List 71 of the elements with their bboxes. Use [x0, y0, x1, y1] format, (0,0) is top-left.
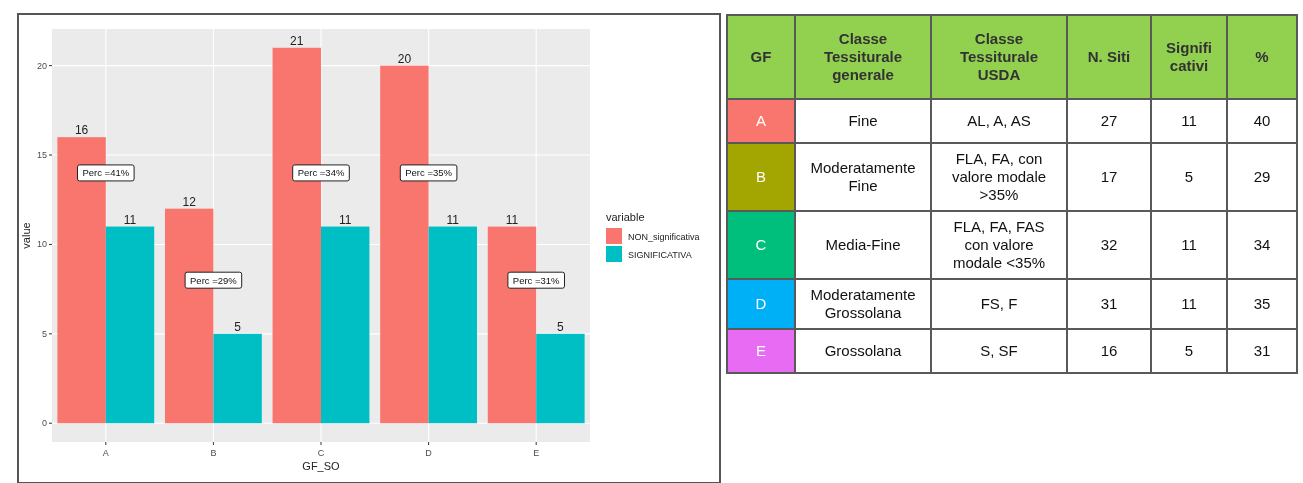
annotation: Perc =41%: [82, 167, 130, 179]
text: N. Siti: [1087, 48, 1131, 65]
annotation: Perc =34%: [297, 167, 345, 179]
text: 35: [1253, 295, 1271, 312]
text: 11: [1181, 295, 1197, 312]
x-tick-label: A: [102, 448, 109, 458]
bar: [321, 226, 370, 424]
text: Moderatamente Fine: [810, 159, 916, 194]
text: Classe Tessiturale USDA: [959, 30, 1039, 83]
text: 5: [1184, 342, 1194, 359]
text: Fine: [848, 112, 878, 129]
data-label: 11: [505, 212, 519, 227]
text: 31: [1100, 295, 1118, 312]
bar: [105, 226, 155, 424]
legend-label: NON_significativa: [628, 232, 700, 242]
bar: [213, 333, 262, 424]
bar: [536, 333, 585, 424]
x-tick-label: E: [533, 448, 540, 458]
data-label: 5: [234, 319, 242, 334]
x-tick-label: C: [317, 448, 325, 458]
text: 32: [1100, 236, 1118, 253]
data-label: 16: [74, 123, 89, 138]
x-axis-title: GF_SO: [302, 460, 341, 472]
category-label: D: [755, 295, 767, 312]
text: %: [1255, 48, 1269, 65]
annotation: Perc =29%: [190, 274, 238, 286]
y-tick-label: 0: [41, 418, 47, 429]
data-label: 11: [338, 212, 352, 227]
annotation: Perc =31%: [512, 274, 561, 286]
text: 11: [1181, 236, 1197, 253]
y-axis-title: value: [20, 222, 32, 249]
text: 5: [1184, 168, 1194, 185]
x-tick-label: B: [210, 448, 217, 458]
data-label: 12: [182, 194, 197, 209]
text: Moderatamente Grossolana: [810, 286, 916, 321]
text: 29: [1253, 168, 1271, 185]
text: FLA, FA, FAS con valore modale <35%: [952, 218, 1046, 271]
category-label: C: [755, 236, 767, 253]
text: FS, F: [980, 295, 1018, 312]
y-tick-label: 5: [41, 328, 47, 339]
legend-title: variable: [606, 211, 645, 223]
y-tick-label: 20: [36, 60, 47, 71]
bar: [428, 226, 478, 424]
y-tick-label: 10: [36, 239, 47, 250]
text: 27: [1100, 112, 1118, 129]
text: Grossolana: [824, 342, 902, 359]
text: 40: [1253, 112, 1271, 129]
category-label: E: [755, 342, 767, 359]
text: 17: [1100, 168, 1118, 185]
text: Classe Tessiturale generale: [823, 30, 903, 83]
category-label: B: [755, 168, 767, 185]
text: FLA, FA, con valore modale >35%: [951, 150, 1047, 203]
data-label: 20: [397, 51, 412, 66]
data-label: 21: [290, 33, 304, 48]
text: 16: [1100, 342, 1118, 359]
text: 11: [1181, 112, 1197, 129]
text: AL, A, AS: [967, 112, 1031, 129]
annotation: Perc =35%: [405, 167, 453, 179]
y-tick-label: 15: [36, 150, 47, 161]
category-label: A: [755, 112, 767, 129]
text: 34: [1253, 236, 1271, 253]
text: S, SF: [980, 342, 1018, 359]
text: 31: [1253, 342, 1271, 359]
text: GF: [750, 48, 772, 65]
legend-label: SIGNIFICATIVA: [628, 250, 692, 260]
x-tick-label: D: [425, 448, 433, 458]
text: Media-Fine: [825, 236, 901, 253]
data-label: 11: [123, 212, 137, 227]
data-label: 5: [557, 319, 565, 334]
data-label: 11: [446, 212, 460, 227]
text: Significativi: [1166, 39, 1212, 74]
